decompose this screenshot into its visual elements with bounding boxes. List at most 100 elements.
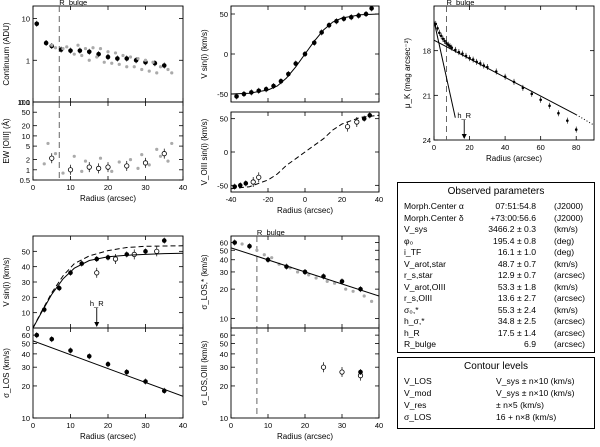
data-point-open: [344, 124, 351, 130]
x-tick-label: -20: [263, 195, 274, 204]
data-point: [56, 285, 62, 291]
data-point-open: [320, 364, 327, 370]
param-unit: (arcsec): [554, 316, 586, 326]
y-tick-label: 0: [224, 50, 228, 59]
x-axis-label: Radius (arcsec): [277, 206, 333, 215]
data-point-gray: [140, 67, 144, 72]
y-tick-label: 10: [22, 132, 30, 141]
data-point: [68, 348, 73, 353]
y-tick-label: 100: [17, 98, 30, 107]
panel-content: [33, 332, 183, 397]
data-point-gray: [50, 43, 54, 47]
panel-content: [34, 6, 174, 102]
data-point: [34, 21, 40, 27]
data-point: [124, 56, 130, 61]
data-point-gray: [128, 55, 133, 59]
y-tick-label: 0: [26, 324, 30, 333]
y-axis-label: μ_K (mag arcsec⁻²): [403, 38, 412, 109]
data-point: [77, 48, 83, 53]
param-value: 3466.2 ± 0.3: [488, 224, 536, 234]
panel-vstar: -50 0 50 V sin(i) (km/s): [200, 5, 380, 103]
data-point: [241, 91, 247, 97]
y-tick-label: 30: [22, 363, 30, 372]
y-tick-label: 40: [22, 263, 30, 272]
y-tick-label: 0.1: [20, 98, 30, 107]
data-point: [124, 369, 130, 375]
param-label: r_s,OIII: [404, 293, 433, 303]
data-point-gray: [155, 147, 159, 151]
h-r-arrowhead: [461, 134, 467, 139]
data-point: [369, 6, 374, 11]
data-point: [247, 243, 252, 249]
data-point-gray: [325, 279, 329, 284]
param-row: R_bulge 6.9 (arcsec): [404, 339, 590, 350]
data-point: [358, 369, 363, 375]
y-tick-label: 18: [423, 47, 431, 56]
data-point-gray: [143, 58, 148, 62]
x-tick-label: 60: [536, 143, 544, 152]
data-point-gray: [147, 69, 151, 73]
param-row: h_R 17.5 ± 1.4 (arcsec): [404, 328, 590, 339]
contour-label: V_mod: [404, 388, 432, 398]
y-tick-label: 50: [220, 115, 228, 124]
contour-expression: V_sys ± n×10 (km/s): [496, 376, 575, 386]
y-tick-label: 20: [22, 122, 30, 131]
data-point: [124, 252, 130, 257]
param-row: Morph.Center α 07:51:54.8 (J2000): [404, 201, 590, 212]
y-axis-label: V sin(i) (km/s): [2, 257, 11, 307]
data-point-open: [112, 256, 119, 262]
data-point-gray: [80, 53, 84, 58]
y-tick-label: 10: [220, 414, 228, 423]
param-label: φ₀: [404, 235, 414, 246]
y-tick-label: -50: [217, 90, 228, 99]
data-point: [530, 92, 534, 96]
y-tick-label: 60: [220, 331, 228, 340]
data-point: [68, 48, 73, 53]
y-tick-label: 24: [423, 136, 431, 145]
data-point: [105, 54, 111, 60]
data-point-gray: [102, 60, 106, 64]
series-bulge-fit-line: [434, 20, 456, 118]
data-point-open: [154, 248, 160, 254]
y-axis-label: σ_LOS,OIII (km/s): [200, 340, 209, 405]
contour-row: σ_LOS 16 + n×8 (km/s): [404, 412, 590, 423]
series-model-gas-line: [33, 245, 183, 328]
data-point-open: [67, 167, 74, 173]
data-point: [539, 98, 542, 102]
data-point-gray: [262, 253, 266, 257]
data-point: [237, 183, 243, 188]
data-point-open: [105, 164, 111, 170]
data-point-open: [94, 270, 100, 276]
data-point: [43, 40, 49, 46]
data-point-open: [339, 369, 345, 375]
y-tick-label: 50: [22, 108, 30, 117]
data-point-gray: [333, 281, 337, 285]
x-tick-label: 40: [179, 421, 187, 430]
param-value: 6.9: [524, 339, 536, 349]
contour-levels-box: Contour levels V_LOS V_sys ± n×10 (km/s) V…: [397, 357, 595, 429]
data-point-gray: [121, 53, 125, 58]
param-value: 34.8 ± 2.5: [497, 316, 536, 326]
y-tick-label: 2: [26, 156, 30, 165]
data-point: [161, 238, 167, 243]
param-value: 53.3 ± 1.8: [497, 281, 536, 292]
x-tick-label: -40: [226, 195, 237, 204]
data-point-gray: [61, 171, 65, 175]
data-point-gray: [362, 294, 366, 298]
param-value: 07:51:54.8: [495, 201, 536, 211]
param-row: V_arot,OIII 53.3 ± 1.8 (km/s): [404, 282, 590, 293]
data-point-open: [161, 151, 167, 157]
param-label: R_bulge: [404, 339, 437, 349]
data-point-open: [256, 174, 262, 180]
series-fit-line: [33, 340, 183, 397]
y-axis-label: σ_LOS (km/s): [2, 348, 11, 398]
param-unit: (deg): [554, 247, 575, 257]
data-point-gray: [136, 56, 140, 61]
data-point: [557, 111, 560, 115]
data-point-gray: [65, 45, 69, 49]
panel-frame: [433, 5, 595, 141]
x-tick-label: 0: [229, 421, 233, 430]
data-point-open: [86, 164, 92, 170]
